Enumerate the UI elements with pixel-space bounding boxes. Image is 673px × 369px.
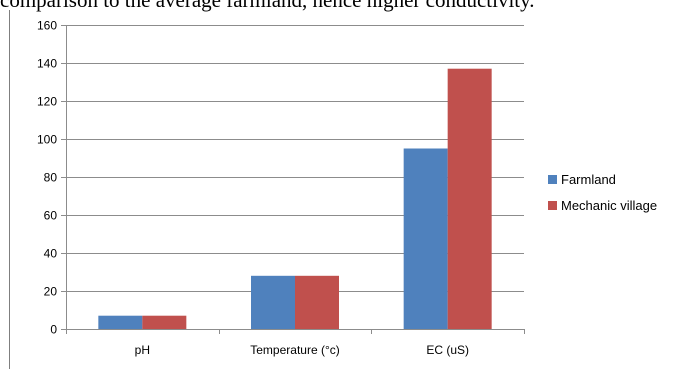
- header-text: comparison to the average farmland, henc…: [0, 0, 535, 12]
- y-tick-label: 0: [50, 323, 57, 337]
- bar-mechanic-village-0: [142, 315, 187, 329]
- legend: Farmland Mechanic village: [548, 172, 657, 213]
- y-tick-label: 100: [37, 133, 57, 147]
- y-tick-label: 40: [44, 247, 58, 261]
- bar-farmland-0: [98, 315, 143, 329]
- legend-swatch: [548, 175, 557, 184]
- bar-mechanic-village-2: [447, 68, 492, 329]
- bars: [98, 68, 492, 329]
- bar-farmland-1: [251, 275, 295, 329]
- y-tick-label: 60: [44, 209, 58, 223]
- legend-label: Farmland: [561, 172, 616, 187]
- y-tick-label: 140: [37, 57, 57, 71]
- page-border-line: [9, 10, 10, 369]
- x-tick-labels: pH Temperature (°c) EC (uS): [135, 343, 469, 357]
- bar-mechanic-village-1: [295, 275, 339, 329]
- x-tick-label: EC (uS): [426, 343, 469, 357]
- y-tick-label: 160: [37, 19, 57, 33]
- gridlines: [66, 25, 524, 292]
- x-tick-label: pH: [135, 343, 150, 357]
- legend-swatch: [548, 201, 557, 210]
- bar-farmland-2: [403, 148, 448, 329]
- y-tick-labels: 0 20 40 60 80 100 120 140 160: [37, 19, 57, 337]
- y-tick-label: 20: [44, 285, 58, 299]
- axes: [61, 25, 525, 334]
- y-tick-label: 120: [37, 95, 57, 109]
- legend-label: Mechanic village: [561, 198, 657, 213]
- x-tick-label: Temperature (°c): [250, 343, 340, 357]
- y-tick-label: 80: [44, 171, 58, 185]
